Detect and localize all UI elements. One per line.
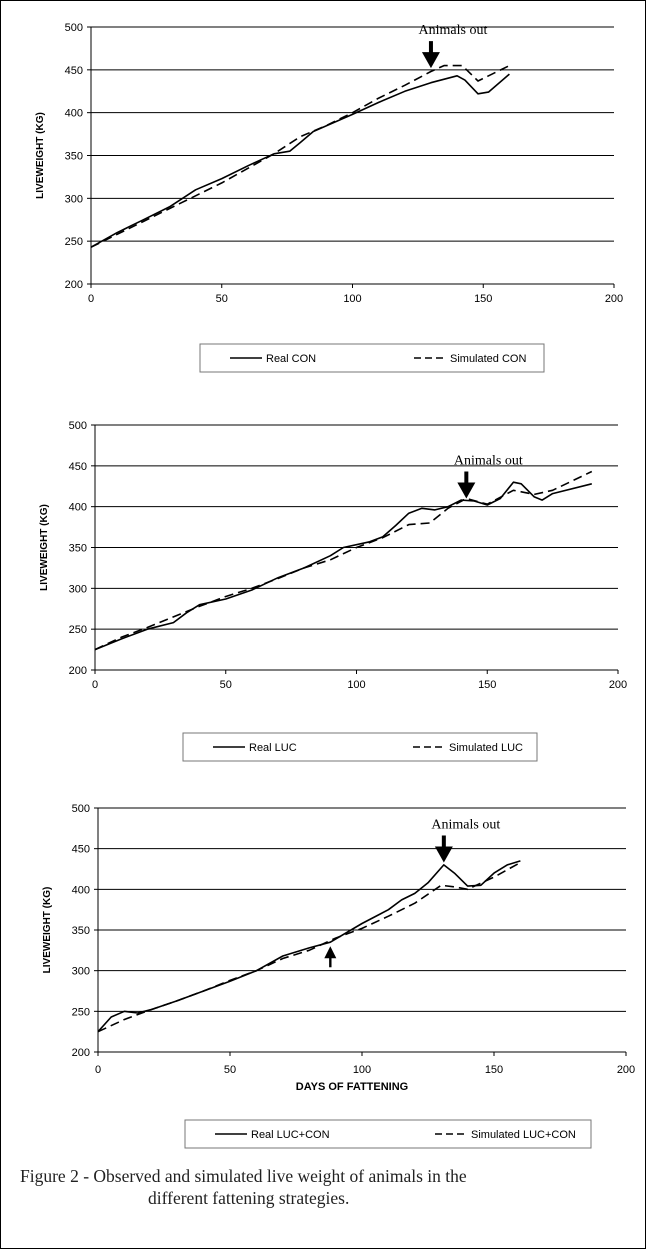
y-tick-label: 200 xyxy=(69,665,87,677)
legend: Real CON Simulated CON xyxy=(199,343,545,373)
arrow-shaft xyxy=(464,471,469,484)
annotation-animals-out: Animals out xyxy=(419,23,488,38)
y-tick-label: 400 xyxy=(72,884,90,896)
y-tick-label: 350 xyxy=(69,543,87,555)
arrow-shaft xyxy=(441,835,446,848)
annotation-animals-out: Animals out xyxy=(431,817,500,832)
y-tick-label: 300 xyxy=(65,193,83,205)
series-simulated-line xyxy=(94,470,593,651)
x-tick-label: 150 xyxy=(485,1064,503,1076)
x-tick-label: 150 xyxy=(474,293,492,305)
legend-label-real: Real LUC+CON xyxy=(251,1129,330,1141)
y-tick-label: 250 xyxy=(65,236,83,248)
series-real-line xyxy=(97,860,521,1033)
x-tick-label: 200 xyxy=(617,1064,635,1076)
y-tick-label: 350 xyxy=(72,925,90,937)
legend-label-simulated: Simulated CON xyxy=(450,353,526,365)
y-tick-label: 500 xyxy=(69,420,87,432)
y-tick-label: 250 xyxy=(69,624,87,636)
x-tick-label: 0 xyxy=(95,1064,101,1076)
x-tick-label: 0 xyxy=(88,293,94,305)
legend-label-simulated: Simulated LUC xyxy=(449,742,523,754)
y-tick-label: 250 xyxy=(72,1006,90,1018)
x-tick-label: 150 xyxy=(478,679,496,691)
y-tick-label: 500 xyxy=(72,803,90,815)
y-tick-label: 450 xyxy=(69,461,87,473)
legend: Real LUC+CON Simulated LUC+CON xyxy=(184,1119,592,1149)
y-axis-title: LIVEWEIGHT (KG) xyxy=(35,112,46,199)
y-tick-label: 350 xyxy=(65,151,83,163)
y-tick-label: 300 xyxy=(69,583,87,595)
y-tick-label: 300 xyxy=(72,966,90,978)
y-tick-label: 400 xyxy=(69,502,87,514)
y-axis-title: LIVEWEIGHT (KG) xyxy=(42,887,53,974)
y-axis-title: LIVEWEIGHT (KG) xyxy=(39,504,50,591)
series-real-line xyxy=(94,481,592,651)
figure-caption: Figure 2 - Observed and simulated live w… xyxy=(20,1165,636,1209)
chart-2: 200 250 300 350 400 450 500 0 50 100 150 200 LIVEWEI… xyxy=(39,420,627,762)
arrow-up-icon xyxy=(324,946,337,959)
y-tick-label: 200 xyxy=(65,279,83,291)
x-tick-label: 100 xyxy=(353,1064,371,1076)
chart-3: 200 250 300 350 400 450 500 0 50 100 150 200 LIVEWEI… xyxy=(42,803,635,1149)
legend-box xyxy=(184,1119,592,1149)
y-tick-label: 450 xyxy=(65,65,83,77)
x-tick-label: 100 xyxy=(347,679,365,691)
x-tick-label: 0 xyxy=(92,679,98,691)
x-axis-title: DAYS OF FATTENING xyxy=(296,1081,408,1093)
legend-label-simulated: Simulated LUC+CON xyxy=(471,1129,576,1141)
arrow-shaft xyxy=(329,957,332,968)
series-real-line xyxy=(90,73,510,248)
legend-label-real: Real CON xyxy=(266,353,316,365)
y-tick-label: 400 xyxy=(65,108,83,120)
arrow-down-icon xyxy=(434,846,453,863)
annotation-animals-out: Animals out xyxy=(454,454,523,469)
y-tick-label: 500 xyxy=(65,22,83,34)
series-simulated-line xyxy=(90,64,510,248)
caption-line-1: Figure 2 - Observed and simulated live w… xyxy=(20,1166,467,1186)
x-tick-label: 200 xyxy=(605,293,623,305)
x-tick-label: 200 xyxy=(609,679,627,691)
x-tick-label: 100 xyxy=(343,293,361,305)
legend: Real LUC Simulated LUC xyxy=(182,732,538,762)
y-tick-label: 450 xyxy=(72,844,90,856)
arrow-shaft xyxy=(428,41,433,54)
arrow-down-icon xyxy=(457,482,476,499)
x-tick-label: 50 xyxy=(224,1064,236,1076)
arrow-down-icon xyxy=(421,52,440,69)
caption-line-2: different fattening strategies. xyxy=(148,1188,350,1208)
y-tick-label: 200 xyxy=(72,1047,90,1059)
series-simulated-line xyxy=(97,861,521,1033)
legend-label-real: Real LUC xyxy=(249,742,297,754)
x-tick-label: 50 xyxy=(216,293,228,305)
chart-1: 200 250 300 350 400 450 500 0 50 100 150 200 LIVEWEI… xyxy=(35,22,623,373)
x-tick-label: 50 xyxy=(220,679,232,691)
